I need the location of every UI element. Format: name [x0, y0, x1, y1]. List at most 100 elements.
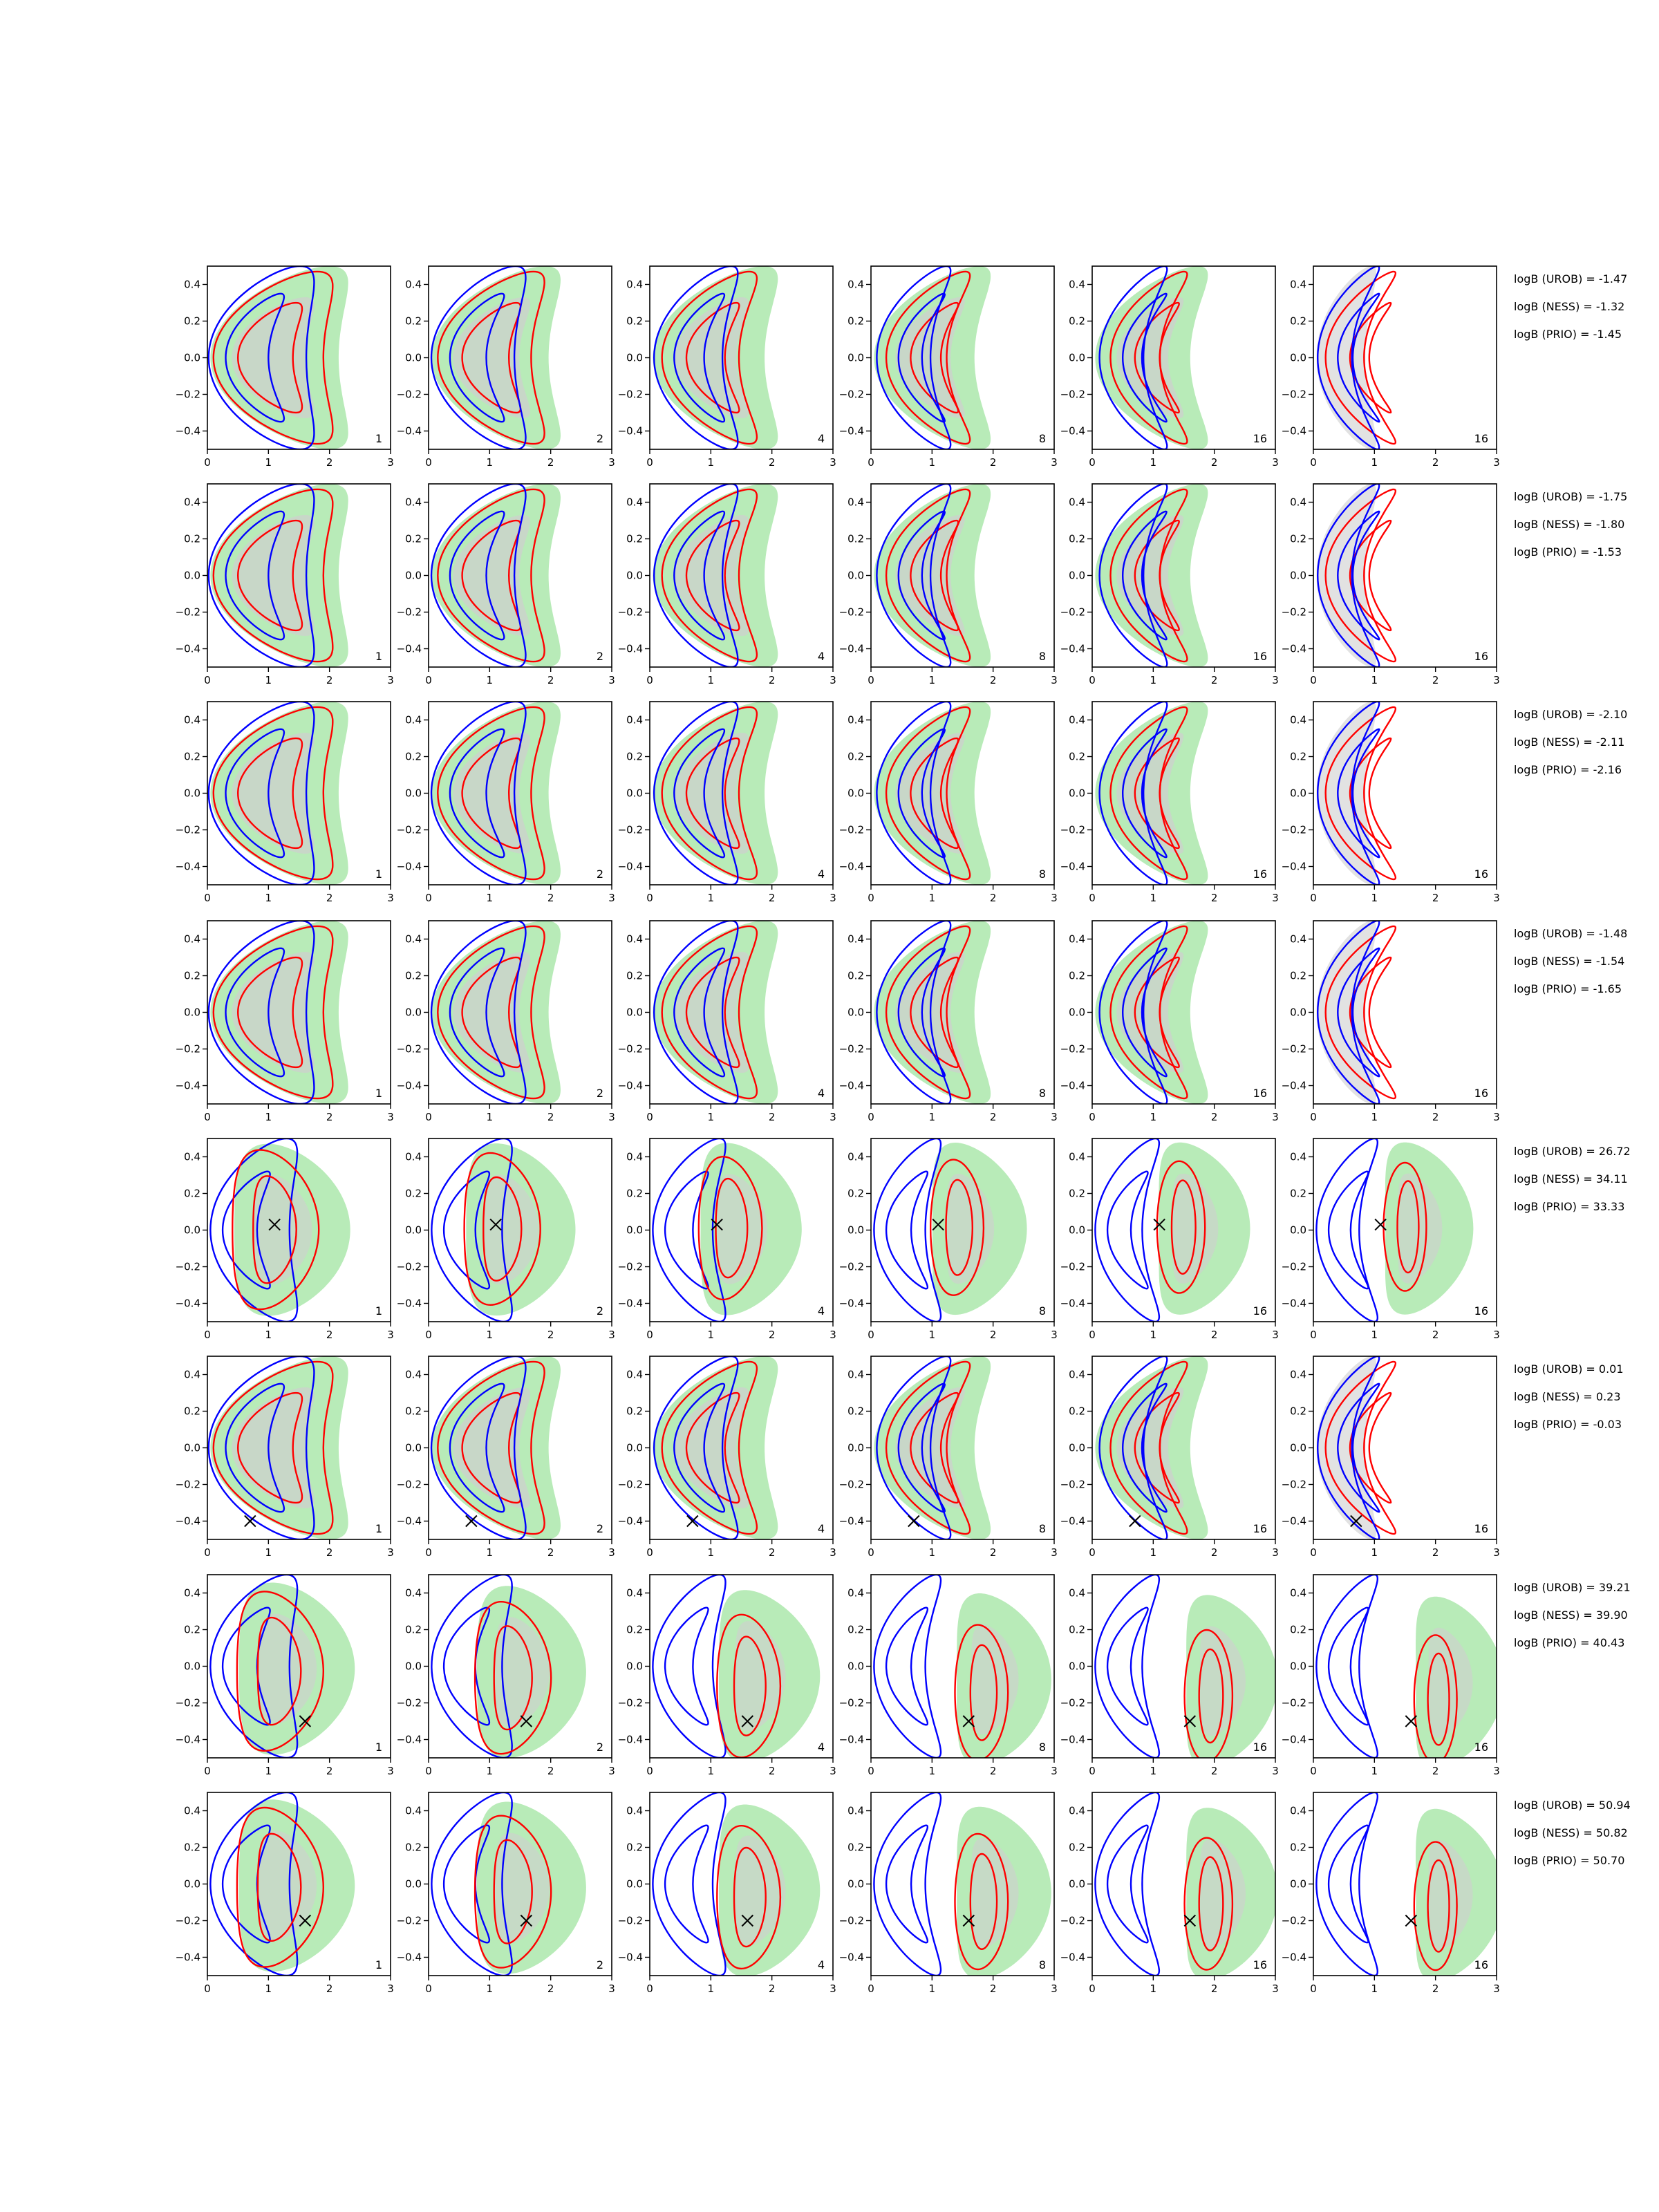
- injection-marker: [711, 1218, 723, 1231]
- red-contour: [1134, 1391, 1180, 1504]
- x-tick-label: 3: [387, 1111, 394, 1123]
- y-tick-label: −0.2: [618, 1479, 643, 1491]
- x-tick-label: 2: [990, 1765, 997, 1777]
- x-tick-label: 3: [608, 456, 615, 469]
- x-tick-label: 1: [1150, 674, 1157, 686]
- red-contour: [236, 1806, 325, 1968]
- y-tick-label: 0.2: [1069, 1624, 1085, 1636]
- y-tick-label: 0.2: [405, 533, 422, 545]
- y-tick-label: −0.4: [176, 425, 200, 438]
- panel: 0.4 0.2 0.0 −0.2 −0.4 0 1 2 38: [839, 920, 1058, 1123]
- panel-label: 16: [1253, 432, 1267, 445]
- y-tick-label: 0.2: [626, 315, 643, 328]
- panel-label: 16: [1474, 868, 1488, 881]
- blue-contour: [885, 1606, 929, 1726]
- red-contour: [1427, 1652, 1450, 1746]
- x-tick-label: 1: [265, 1329, 272, 1341]
- panel-label: 4: [818, 432, 825, 445]
- y-tick-label: −0.2: [176, 388, 200, 401]
- panel-contours: [430, 702, 561, 885]
- y-tick-label: 0.2: [847, 970, 864, 982]
- injection-marker: [1153, 1218, 1165, 1231]
- filled-contour: [495, 1617, 550, 1727]
- x-tick-label: 0: [204, 1546, 211, 1559]
- panel-contours: [209, 1575, 355, 1758]
- x-tick-label: 1: [1371, 1329, 1378, 1341]
- y-tick-label: −0.2: [1282, 1479, 1306, 1491]
- red-contour: [1349, 1391, 1392, 1504]
- injection-marker: [962, 1914, 975, 1927]
- x-tick-label: 2: [1432, 456, 1439, 469]
- x-tick-label: 2: [769, 1329, 776, 1341]
- panel-grid: 0.40.20.0−0.2−0.40 1 2 310.40.20.0−0.2−0.40…: [176, 265, 1631, 1995]
- panel: 0.4 0.2 0.0 −0.2 −0.4 0 1 2 3 16: [1060, 483, 1279, 686]
- injection-marker: [268, 1218, 281, 1231]
- y-tick-label: −0.4: [1060, 861, 1085, 873]
- x-tick-label: 2: [1432, 1546, 1439, 1559]
- x-tick-label: 3: [830, 456, 836, 469]
- y-tick-label: −0.2: [397, 1479, 422, 1491]
- y-tick-label: 0.4: [626, 1369, 643, 1381]
- panel: 0.4 0.2 0.0 −0.2 −0.4 0 1 2 3 16: [1060, 1792, 1279, 1995]
- red-contour: [1134, 737, 1180, 850]
- y-tick-label: 0.2: [1290, 533, 1306, 545]
- panel-contours: [207, 266, 348, 449]
- panel-label: 8: [1039, 1522, 1046, 1535]
- red-contour: [969, 1644, 998, 1741]
- red-contour: [661, 488, 758, 663]
- filled-contour: [453, 733, 531, 854]
- y-tick-label: −0.2: [176, 1261, 200, 1273]
- y-tick-label: 0.2: [1069, 1188, 1085, 1200]
- blue-contour: [209, 1792, 299, 1976]
- panel-contours: [652, 1138, 802, 1322]
- red-contour: [236, 1591, 325, 1752]
- x-tick-label: 2: [1211, 1983, 1218, 1995]
- blue-contour: [1098, 1356, 1168, 1539]
- x-tick-label: 1: [929, 674, 936, 686]
- y-tick-label: 0.0: [1069, 570, 1085, 582]
- red-contour: [1109, 925, 1188, 1100]
- y-tick-label: −0.2: [176, 1915, 200, 1927]
- y-tick-label: −0.2: [1060, 1697, 1085, 1709]
- blue-contour: [1316, 484, 1380, 667]
- y-tick-label: −0.4: [176, 1080, 200, 1092]
- red-contour: [885, 1360, 971, 1535]
- x-tick-label: 0: [1310, 1765, 1317, 1777]
- panel-label: 2: [597, 432, 603, 445]
- blue-contour: [1121, 728, 1168, 859]
- panel-contours: [431, 1792, 586, 1976]
- y-tick-label: 0.4: [1290, 279, 1306, 291]
- red-contour: [885, 706, 971, 881]
- y-tick-label: 0.2: [626, 1624, 643, 1636]
- red-contour: [1134, 301, 1180, 414]
- red-contour: [437, 1360, 545, 1535]
- x-tick-label: 3: [387, 1983, 394, 1995]
- x-tick-label: 2: [1211, 674, 1218, 686]
- panel: 0.4 0.2 0.0 −0.2 −0.4 0 1 2 34: [618, 701, 836, 904]
- y-tick-label: 0.2: [626, 1405, 643, 1418]
- red-contour: [493, 1625, 533, 1731]
- red-contour: [212, 488, 334, 663]
- blue-contour: [449, 292, 505, 423]
- y-tick-label: 0.4: [184, 1587, 200, 1600]
- injection-marker: [1183, 1914, 1197, 1927]
- y-tick-label: 0.2: [1069, 1405, 1085, 1418]
- red-contour: [437, 488, 545, 663]
- x-tick-label: 3: [830, 1546, 836, 1559]
- y-tick-label: −0.4: [1282, 1515, 1306, 1528]
- y-tick-label: −0.4: [397, 1734, 422, 1746]
- panel-label: 1: [375, 1304, 382, 1318]
- x-tick-label: 2: [990, 1546, 997, 1559]
- y-tick-label: −0.4: [839, 1080, 864, 1092]
- y-tick-label: −0.2: [397, 824, 422, 836]
- red-contour: [661, 1360, 758, 1535]
- blue-contour: [225, 510, 285, 641]
- red-contour: [969, 1853, 998, 1951]
- panel-row: 0.40.20.0−0.2−0.40 1 2 310.40.20.0−0.2−0.40…: [176, 1574, 1631, 1777]
- red-contour: [1324, 488, 1397, 663]
- logb-text: logB (UROB) = -1.48: [1514, 927, 1627, 940]
- y-tick-label: 0.4: [405, 279, 422, 291]
- y-tick-label: −0.2: [618, 1697, 643, 1709]
- blue-contour: [1121, 510, 1168, 641]
- y-tick-label: 0.2: [405, 1624, 422, 1636]
